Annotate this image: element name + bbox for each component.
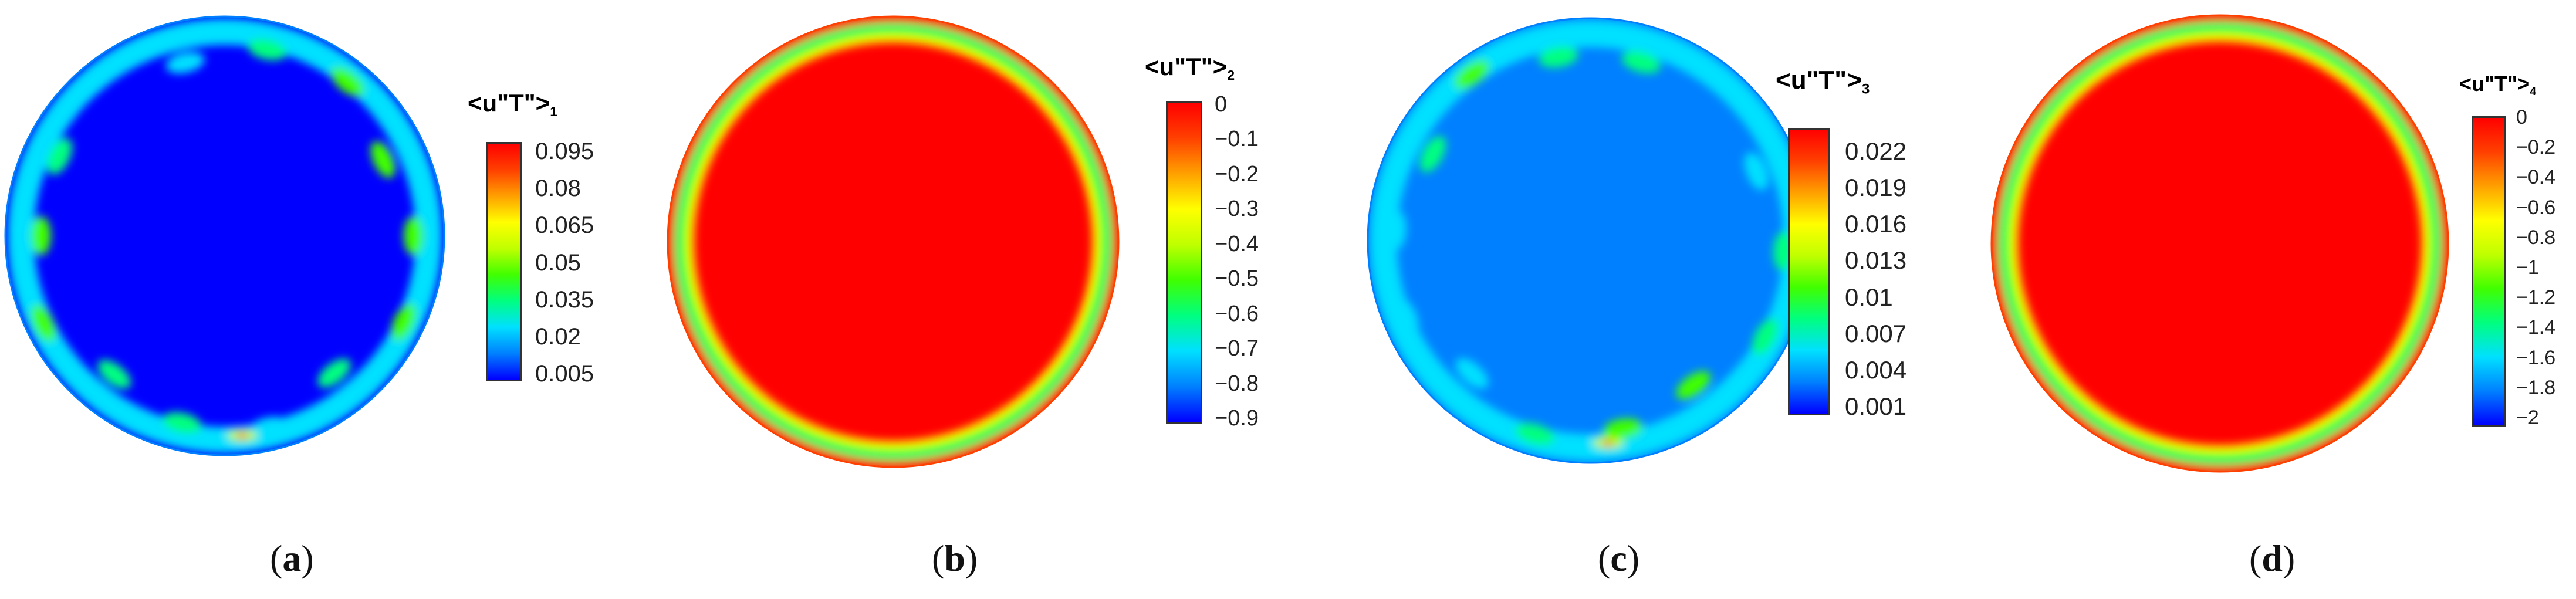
- colorbar-tick-label: 0: [2516, 106, 2527, 128]
- colorbar-tick-label: −0.1: [1215, 127, 1259, 152]
- colorbar-tick-label: 0.035: [535, 286, 594, 313]
- colorbar-tick-label: −0.4: [2516, 166, 2556, 189]
- panel-b: <u"T">2 (b) 0 −0.1 −0.2 −0.3 −0.4 −0.5 −0.6 −0.…: [645, 0, 1291, 599]
- colorbar-tick-label: 0.095: [535, 138, 594, 164]
- contour-disk-b: [667, 15, 1120, 468]
- colorbar-tick-label: 0.022: [1845, 137, 1907, 165]
- colorbar-tick-label: 0.08: [535, 175, 581, 202]
- colorbar-title-a: <u"T">1: [468, 89, 558, 120]
- field-interior: [668, 16, 1118, 467]
- panel-a: <u"T">1 (a) 0.095 0.08 0.065 0.05 0.035 0.02 0…: [0, 0, 645, 599]
- colorbar-tick-label: 0.007: [1845, 319, 1907, 347]
- colorbar-tick-label: 0.01: [1845, 283, 1893, 311]
- colorbar-tick-label: −0.9: [1215, 406, 1259, 431]
- colorbar-tick-label: −0.8: [2516, 226, 2556, 249]
- panel-d: <u"T">4 (d) 0 −0.2 −0.4 −0.6 −0.8 −1 −1.2 −1.4 −…: [1936, 0, 2576, 599]
- colorbar-d: [2472, 116, 2506, 427]
- colorbar-tick-label: −1: [2516, 256, 2539, 279]
- colorbar-tick-label: −0.4: [1215, 231, 1259, 256]
- colorbar-tick-label: −1.2: [2516, 286, 2556, 309]
- colorbar-tick-label: 0.001: [1845, 392, 1907, 420]
- colorbar-tick-label: −0.6: [2516, 196, 2556, 219]
- field-interior: [1368, 18, 1813, 463]
- colorbar-title-b: <u"T">2: [1145, 53, 1235, 83]
- colorbar-tick-label: 0.065: [535, 212, 594, 239]
- colorbar-tick-label: 0.02: [535, 323, 581, 350]
- colorbar-tick-label: −1.6: [2516, 346, 2556, 369]
- field-interior: [1992, 15, 2448, 472]
- caption-a: (a): [270, 537, 314, 579]
- colorbar-tick-label: 0.013: [1845, 246, 1907, 275]
- colorbar-tick-label: −2: [2516, 407, 2539, 429]
- contour-disk-c: [1367, 17, 1814, 464]
- colorbar-a: [486, 142, 522, 381]
- colorbar-tick-label: 0.019: [1845, 174, 1907, 202]
- panel-c: <u"T">3 (c) 0.022 0.019 0.016 0.013 0.01 0.00…: [1291, 0, 1936, 599]
- contour-disk-d: [1990, 14, 2449, 473]
- colorbar-title-c: <u"T">3: [1776, 66, 1870, 97]
- colorbar-tick-label: −0.2: [1215, 161, 1259, 187]
- colorbar-tick-label: −0.6: [1215, 301, 1259, 326]
- colorbar-tick-label: 0.016: [1845, 210, 1907, 238]
- colorbar-tick-label: −1.4: [2516, 316, 2556, 339]
- colorbar-tick-label: −0.2: [2516, 136, 2556, 159]
- colorbar-tick-label: −0.8: [1215, 371, 1259, 396]
- colorbar-title-d: <u"T">4: [2459, 72, 2537, 98]
- colorbar-tick-label: 0: [1215, 92, 1228, 117]
- colorbar-tick-label: −0.5: [1215, 266, 1259, 292]
- colorbar-tick-label: 0.05: [535, 249, 581, 276]
- colorbar-tick-label: −0.3: [1215, 197, 1259, 222]
- colorbar-tick-label: 0.004: [1845, 356, 1907, 384]
- field-interior: [5, 16, 444, 455]
- caption-c: (c): [1598, 537, 1640, 579]
- colorbar-tick-label: 0.005: [535, 361, 594, 387]
- colorbar-tick-label: −0.7: [1215, 336, 1259, 361]
- caption-b: (b): [932, 537, 978, 579]
- colorbar-tick-label: −1.8: [2516, 376, 2556, 399]
- caption-d: (d): [2249, 537, 2296, 579]
- contour-disk-a: [4, 15, 445, 456]
- colorbar-b: [1166, 101, 1202, 424]
- colorbar-c: [1788, 128, 1830, 415]
